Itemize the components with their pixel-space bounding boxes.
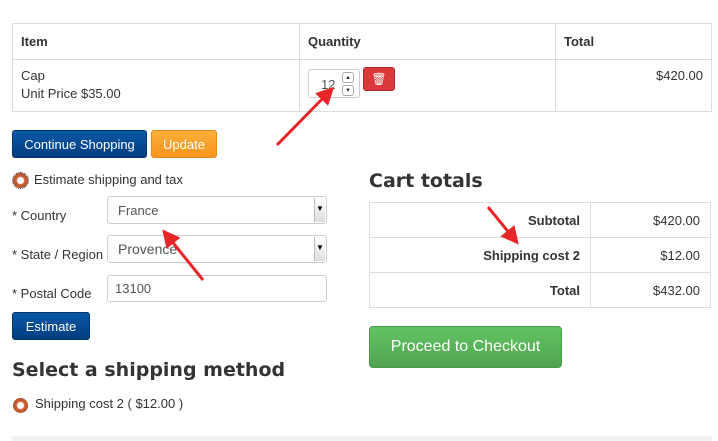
shipping-label: Shipping cost 2 [369,237,591,273]
total-row: Total $432.00 [369,272,711,308]
increment-icon[interactable]: ▲ [342,72,354,83]
delete-button[interactable]: 🗑 [363,67,395,91]
estimate-button[interactable]: Estimate [12,312,90,340]
row-total: $420.00 [555,59,712,112]
header-quantity: Quantity [299,23,556,60]
shipping-option-radio[interactable] [13,398,28,413]
decrement-icon[interactable]: ▼ [342,85,354,96]
shipping-row: Shipping cost 2 $12.00 [369,237,711,273]
subtotal-value: $420.00 [653,212,700,228]
estimate-label: Estimate shipping and tax [34,172,183,187]
arrow-icon [486,206,519,245]
shipping-heading: Select a shipping method [12,359,286,381]
update-button[interactable]: Update [151,130,217,158]
footer-bar [12,436,712,441]
continue-shopping-button[interactable]: Continue Shopping [12,130,147,158]
country-select[interactable]: France ▼ [107,196,327,224]
trash-icon: 🗑 [371,72,387,86]
arrow-icon [275,86,335,147]
table-row: Cap Unit Price $35.00 $420.00 [13,59,712,112]
subtotal-row: Subtotal $420.00 [369,202,711,238]
postal-value: 13100 [115,281,152,296]
arrow-icon [162,229,205,281]
total-value: $432.00 [590,272,711,308]
dropdown-caret-icon: ▼ [314,198,325,222]
postal-label: * Postal Code [12,286,92,301]
country-value: France [118,203,159,218]
state-label: * State / Region [12,247,104,262]
shipping-option-label: Shipping cost 2 ( $12.00 ) [35,396,184,411]
dropdown-caret-icon: ▼ [314,237,325,261]
header-total: Total [555,23,712,60]
state-select[interactable]: Provence ▼ [107,235,327,263]
estimate-radio[interactable] [12,172,29,189]
cart-table: Item Quantity Total Cap Unit Price $35.00… [12,23,712,112]
header-item: Item [12,23,300,60]
totals-table: Subtotal $420.00 Shipping cost 2 $12.00 To… [369,202,711,308]
shipping-value: $12.00 [590,237,711,273]
proceed-to-checkout-button[interactable]: Proceed to Checkout [369,326,562,368]
unit-price: Unit Price $35.00 [21,86,121,101]
cart-totals-heading: Cart totals [369,170,483,192]
postal-code-input[interactable]: 13100 [107,275,327,302]
subtotal-label: Subtotal [369,202,591,238]
country-label: * Country [12,208,67,223]
total-label: Total [369,272,591,308]
item-name: Cap [21,68,45,83]
